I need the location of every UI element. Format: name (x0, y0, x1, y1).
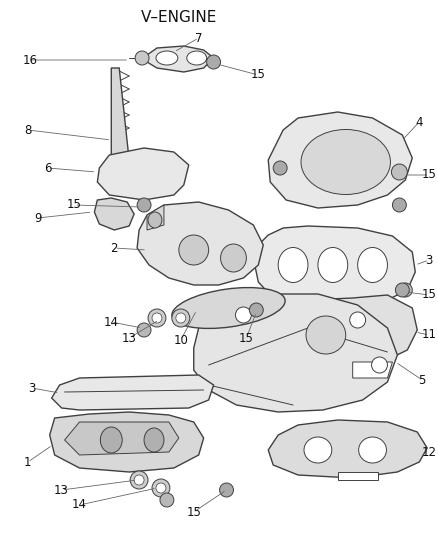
Text: 8: 8 (24, 124, 32, 136)
Ellipse shape (318, 247, 348, 282)
Text: 15: 15 (422, 168, 437, 182)
Text: 10: 10 (173, 334, 188, 346)
Text: 2: 2 (110, 241, 118, 254)
Ellipse shape (304, 437, 332, 463)
Text: V–ENGINE: V–ENGINE (141, 11, 217, 26)
Circle shape (156, 483, 166, 493)
Circle shape (249, 303, 263, 317)
Polygon shape (268, 420, 427, 478)
Circle shape (219, 483, 233, 497)
Ellipse shape (187, 51, 207, 65)
Ellipse shape (278, 247, 308, 282)
Text: 1: 1 (24, 456, 32, 469)
Circle shape (172, 309, 190, 327)
Polygon shape (49, 412, 204, 472)
Ellipse shape (306, 316, 346, 354)
Polygon shape (194, 294, 397, 412)
Polygon shape (338, 472, 378, 480)
Text: 6: 6 (44, 161, 51, 174)
Text: 14: 14 (104, 316, 119, 328)
Text: 13: 13 (122, 332, 137, 344)
Text: 13: 13 (54, 483, 69, 497)
Polygon shape (64, 422, 179, 455)
Circle shape (399, 283, 412, 297)
Circle shape (137, 323, 151, 337)
Text: 16: 16 (22, 53, 37, 67)
Text: 15: 15 (251, 69, 266, 82)
Circle shape (236, 307, 251, 323)
Text: 15: 15 (239, 332, 254, 344)
Polygon shape (353, 362, 392, 378)
Circle shape (148, 309, 166, 327)
Circle shape (371, 357, 388, 373)
Text: 15: 15 (422, 288, 437, 302)
Ellipse shape (359, 437, 386, 463)
Text: 3: 3 (28, 382, 35, 394)
Text: 14: 14 (72, 498, 87, 512)
Circle shape (350, 312, 366, 328)
Polygon shape (268, 112, 412, 208)
Circle shape (130, 471, 148, 489)
Text: 7: 7 (195, 31, 202, 44)
Ellipse shape (172, 288, 285, 328)
Ellipse shape (179, 235, 208, 265)
Circle shape (152, 479, 170, 497)
Text: 3: 3 (425, 254, 433, 266)
Text: 12: 12 (422, 446, 437, 458)
Ellipse shape (301, 130, 390, 195)
Circle shape (207, 55, 221, 69)
Circle shape (134, 475, 144, 485)
Polygon shape (273, 295, 417, 368)
Polygon shape (147, 205, 164, 230)
Ellipse shape (148, 212, 162, 228)
Circle shape (152, 313, 162, 323)
Circle shape (160, 493, 174, 507)
Ellipse shape (358, 247, 388, 282)
Circle shape (392, 164, 407, 180)
Polygon shape (253, 226, 415, 305)
Text: 15: 15 (186, 505, 201, 519)
Text: 5: 5 (419, 374, 426, 386)
Text: 15: 15 (67, 198, 82, 212)
Polygon shape (97, 148, 189, 200)
Ellipse shape (144, 428, 164, 452)
Polygon shape (94, 198, 134, 230)
Circle shape (137, 198, 151, 212)
Circle shape (251, 304, 262, 316)
Polygon shape (111, 68, 129, 164)
Circle shape (135, 51, 149, 65)
Polygon shape (52, 375, 214, 410)
Polygon shape (147, 46, 214, 72)
Circle shape (176, 313, 186, 323)
Polygon shape (137, 202, 263, 285)
Ellipse shape (156, 51, 178, 65)
Circle shape (392, 198, 406, 212)
Ellipse shape (100, 427, 122, 453)
Text: 9: 9 (34, 212, 42, 224)
Text: 11: 11 (422, 328, 437, 342)
Text: 4: 4 (416, 116, 423, 128)
Circle shape (396, 283, 410, 297)
Circle shape (273, 161, 287, 175)
Ellipse shape (221, 244, 247, 272)
